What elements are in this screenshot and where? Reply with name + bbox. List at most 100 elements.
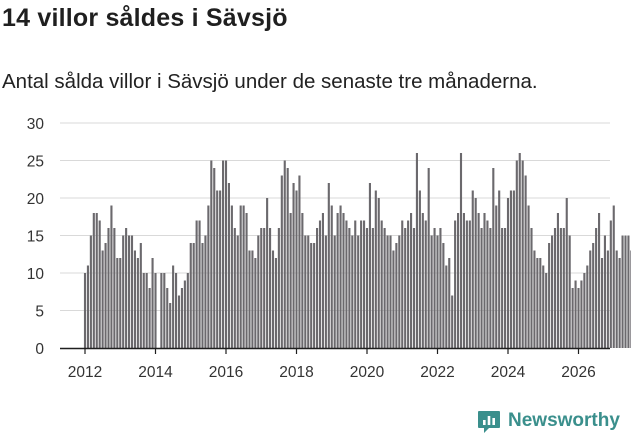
bar	[430, 235, 433, 348]
bar	[559, 228, 562, 348]
bar	[486, 220, 489, 348]
bar	[448, 258, 451, 348]
bar	[392, 250, 395, 348]
bar	[266, 198, 269, 348]
bar	[518, 153, 521, 348]
bar	[465, 220, 468, 348]
bar	[586, 265, 589, 348]
bar	[289, 213, 292, 348]
bar	[236, 235, 239, 348]
bar	[166, 288, 169, 348]
bar	[603, 235, 606, 348]
bar	[304, 235, 307, 348]
bar	[627, 235, 630, 348]
bar	[407, 220, 410, 348]
bar	[339, 205, 342, 348]
bar	[242, 205, 245, 348]
bar	[292, 183, 295, 348]
bar	[401, 220, 404, 348]
bar	[128, 235, 131, 348]
x-tick-label: 2018	[279, 364, 313, 381]
bar	[313, 243, 316, 348]
bar	[89, 235, 92, 348]
bar	[365, 228, 369, 348]
bar	[389, 235, 392, 348]
bar	[454, 220, 457, 348]
bar	[509, 190, 512, 348]
bar	[345, 220, 348, 348]
bar	[545, 273, 548, 348]
bar	[415, 153, 418, 348]
bar	[618, 258, 621, 348]
bar	[248, 250, 251, 348]
bar	[418, 190, 421, 348]
x-tick-label: 2012	[68, 364, 102, 381]
bar	[551, 235, 554, 348]
bar	[600, 258, 604, 348]
bar	[480, 228, 483, 348]
bar	[333, 235, 336, 348]
bar	[254, 258, 257, 348]
x-tick-label: 2026	[561, 364, 595, 381]
bar	[595, 228, 598, 348]
bar	[145, 273, 148, 348]
bar	[577, 288, 580, 348]
y-tick-label: 15	[27, 229, 44, 246]
bar	[562, 228, 565, 348]
bar	[512, 190, 515, 348]
bar	[260, 228, 263, 348]
bar	[116, 258, 119, 348]
bar	[489, 228, 492, 348]
bar	[371, 228, 374, 348]
bar	[598, 213, 601, 348]
bar	[498, 190, 501, 348]
bar	[377, 198, 380, 348]
bar	[386, 235, 389, 348]
bar	[204, 235, 207, 348]
y-tick-label: 30	[27, 116, 45, 133]
bar	[151, 258, 154, 348]
bar	[395, 243, 398, 348]
bar	[565, 198, 568, 348]
bar	[125, 228, 128, 348]
brand-logo[interactable]: Newsworthy	[476, 408, 620, 434]
bar	[536, 258, 539, 348]
bar	[436, 235, 439, 348]
bar	[233, 228, 236, 348]
bar	[336, 213, 339, 348]
bar	[483, 213, 486, 348]
bar	[624, 235, 627, 348]
bar	[239, 205, 242, 348]
bar	[230, 205, 233, 348]
bar	[327, 183, 330, 348]
bar	[277, 228, 280, 348]
bar	[183, 280, 186, 348]
bar	[316, 228, 319, 348]
chart-subtitle: Antal sålda villor i Sävsjö under de sen…	[2, 70, 538, 93]
bar	[95, 213, 98, 348]
bar	[589, 250, 592, 348]
bar	[468, 220, 471, 348]
bar	[222, 160, 225, 348]
bar	[524, 175, 527, 348]
bar	[574, 280, 577, 348]
bar	[104, 243, 107, 348]
bar	[571, 288, 574, 348]
bar	[86, 265, 89, 348]
bar	[474, 198, 477, 348]
bar	[263, 228, 266, 348]
bar	[301, 213, 304, 348]
bar	[439, 228, 442, 348]
bar	[504, 228, 507, 348]
bar	[83, 273, 87, 348]
bar	[280, 175, 283, 348]
bar	[224, 160, 228, 348]
bar	[459, 153, 463, 348]
bar	[245, 213, 248, 348]
bar	[462, 213, 465, 348]
bar	[186, 273, 189, 348]
bar	[374, 190, 377, 348]
bar	[271, 250, 275, 348]
bar	[495, 205, 498, 348]
y-tick-label: 20	[27, 191, 45, 208]
